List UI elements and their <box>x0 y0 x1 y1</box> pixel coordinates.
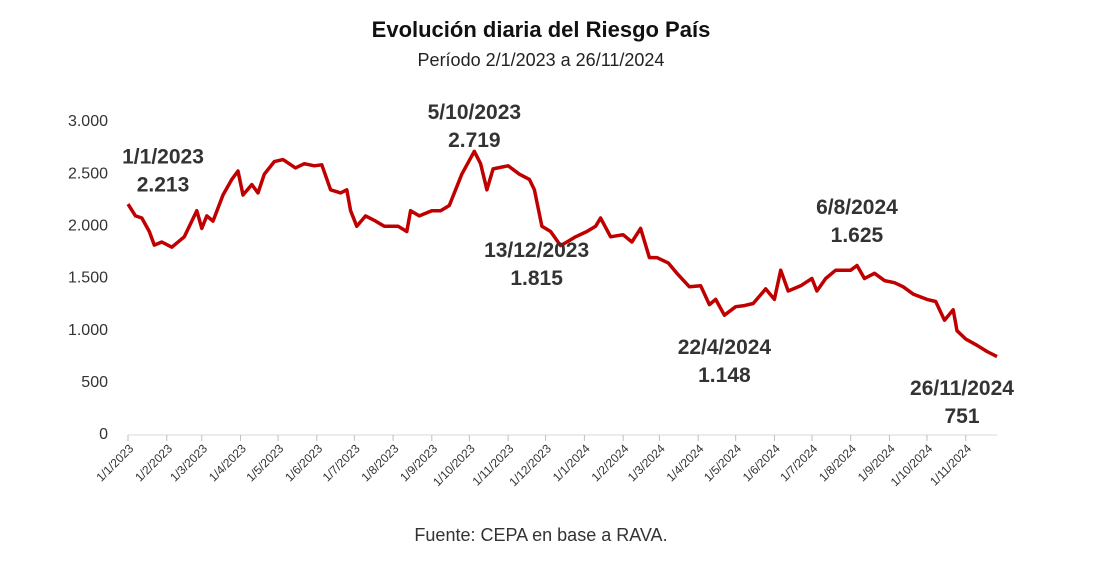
x-tick-label: 1/2/2023 <box>132 441 175 484</box>
x-tick-label: 1/8/2023 <box>359 441 402 484</box>
series-line <box>126 149 998 359</box>
x-tick-label: 1/5/2024 <box>701 441 744 484</box>
x-tick-label: 1/1/2024 <box>550 441 593 484</box>
annotation-value: 2.719 <box>448 129 501 152</box>
x-tick-label: 1/5/2023 <box>243 441 286 484</box>
x-tick-label: 1/7/2024 <box>777 441 820 484</box>
chart-title: Evolución diaria del Riesgo País <box>372 17 711 42</box>
x-tick-label: 1/3/2024 <box>625 441 668 484</box>
y-tick-label: 1.500 <box>68 270 108 287</box>
chart-subtitle: Período 2/1/2023 a 26/11/2024 <box>418 50 665 70</box>
x-tick-label: 1/6/2024 <box>740 441 783 484</box>
x-tick-label: 1/1/2023 <box>93 441 136 484</box>
x-tick-label: 1/3/2023 <box>167 441 210 484</box>
x-tick-label: 1/8/2024 <box>816 441 859 484</box>
annotation-value: 1.625 <box>831 224 884 247</box>
annotation-value: 1.148 <box>698 364 751 387</box>
y-tick-label: 2.500 <box>68 165 108 182</box>
annotation-date: 1/1/2023 <box>122 146 204 169</box>
y-tick-label: 2.000 <box>68 218 108 235</box>
x-tick-label: 1/4/2023 <box>206 441 249 484</box>
annotation-value: 751 <box>944 405 979 428</box>
x-tick-label: 1/6/2023 <box>282 441 325 484</box>
x-tick-label: 1/11/2024 <box>927 441 974 488</box>
x-tick-label: 1/7/2023 <box>320 441 363 484</box>
y-tick-label: 500 <box>81 374 108 391</box>
annotation-date: 13/12/2023 <box>484 239 589 262</box>
annotation-value: 2.213 <box>137 174 190 197</box>
y-tick-label: 1.000 <box>68 322 108 339</box>
annotation-date: 26/11/2024 <box>910 377 1014 400</box>
annotation-date: 6/8/2024 <box>816 196 898 219</box>
y-tick-label: 0 <box>99 426 108 443</box>
y-tick-label: 3.000 <box>68 113 108 130</box>
annotation-date: 22/4/2024 <box>678 336 772 359</box>
x-tick-label: 1/4/2024 <box>664 441 707 484</box>
x-tick-label: 1/2/2024 <box>589 441 632 484</box>
source-note: Fuente: CEPA en base a RAVA. <box>414 525 667 545</box>
annotation-date: 5/10/2023 <box>428 101 521 124</box>
annotation-value: 1.815 <box>510 267 563 290</box>
